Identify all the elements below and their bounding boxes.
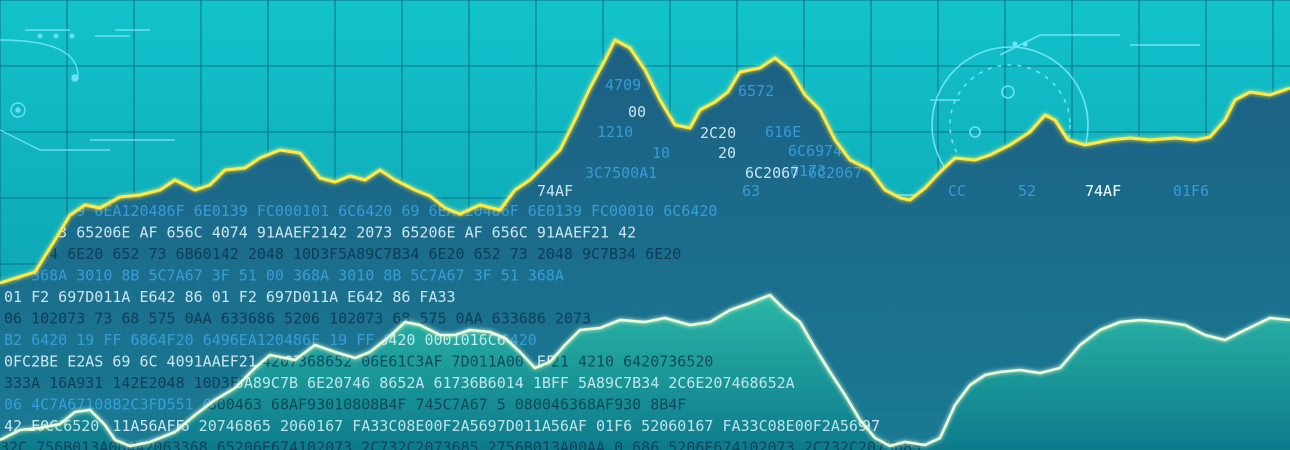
hex-label: 6C2067 [745,164,799,182]
hex-label: 616E [765,123,801,141]
hex-label: 10 [652,144,670,162]
hex-label: 1210 [597,123,633,141]
hex-label: 6572 [738,82,774,100]
hex-row: 00 368A 3010 8B 5C7A67 3F 51 00 368A 301… [4,267,564,285]
hex-label: CC [948,182,966,200]
hex-label: 20 [718,144,736,162]
hex-label: 74AF [1085,182,1121,200]
hex-label: 6C6974 [788,142,842,160]
hex-label: 63 [742,182,760,200]
hex-row: 9C7B34 6E20 652 73 6B60142 2048 10D3F5A8… [4,245,681,263]
hex-label: 2C20 [700,124,736,142]
hex-label: 01F6 [1173,182,1209,200]
hex-label: 3C7500A1 [585,164,657,182]
hex-row: 01 F2 697D011A E642 86 01 F2 697D011A E6… [4,288,456,306]
hex-row: 42 E0CC6520 11A56AFE6 20746865 2060167 F… [0,417,876,435]
hex-label: 4709 [605,76,641,94]
back-line [0,293,1290,448]
front-line [0,37,1290,285]
hex-row: 06 102073 73 68 575 0AA 633686 5206 1020… [4,310,591,328]
hex-label: 00 [628,103,646,121]
hex-row: 42 2073 65206E AF 656C 4074 91AAEF2142 2… [4,224,636,242]
hud-overlay-left [0,29,175,151]
hex-row: 32C 756B013A00AA2063368 65206E674102073 … [0,439,921,450]
hex-label: 74AF [1085,182,1121,200]
hex-label: 6C2067 [808,164,862,182]
hex-label: 6173 [790,162,826,180]
hex-row: 6C6420 69 6EA120486F 6E0139 FC000101 6C6… [4,202,717,220]
hex-label: 52 [1018,182,1036,200]
back-area [0,295,1290,450]
hex-label: 74AF [537,182,573,200]
